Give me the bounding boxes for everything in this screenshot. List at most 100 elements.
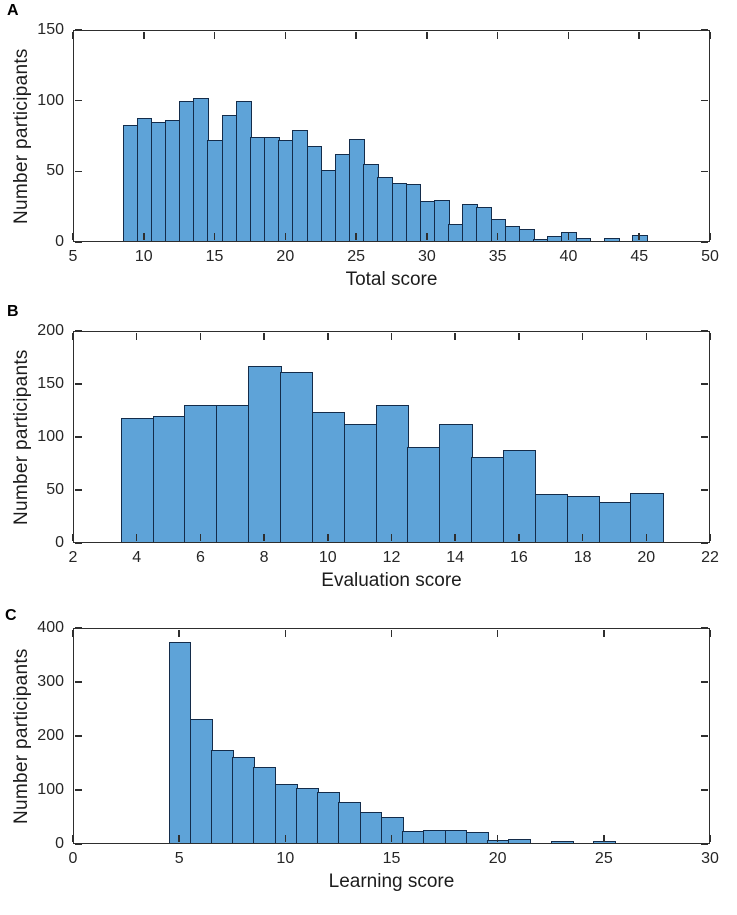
axes-frame: [73, 628, 710, 844]
x-tick-label: 0: [68, 850, 78, 867]
y-tick: [701, 29, 709, 31]
x-tick-label: 16: [509, 549, 528, 566]
y-tick-label: 300: [37, 673, 64, 690]
x-tick: [390, 835, 393, 843]
histogram-bar: [380, 817, 404, 844]
x-tick: [72, 629, 74, 637]
y-tick-label: 400: [37, 619, 64, 636]
x-tick: [355, 31, 357, 39]
x-tick-label: 10: [318, 549, 337, 566]
x-tick: [327, 332, 329, 340]
x-tick-label: 10: [276, 850, 295, 867]
panel-b-letter: B: [7, 303, 19, 320]
x-tick-label: 22: [701, 549, 719, 566]
y-tick-label: 100: [37, 428, 64, 445]
y-tick: [701, 383, 709, 385]
y-tick: [74, 241, 82, 243]
x-tick: [603, 835, 605, 843]
histogram-bar: [216, 405, 250, 543]
x-tick: [135, 534, 138, 542]
x-tick: [496, 629, 499, 637]
x-tick: [518, 534, 520, 542]
x-tick-label: 15: [382, 850, 401, 867]
x-tick: [72, 835, 74, 843]
x-tick-label: 18: [573, 549, 592, 566]
histogram-bar: [407, 446, 441, 543]
y-tick: [74, 789, 82, 791]
panel-a-x-axis-label: Total score: [345, 269, 438, 290]
x-tick: [709, 629, 711, 637]
x-tick: [518, 332, 520, 340]
x-tick: [496, 835, 499, 843]
histogram-bar: [575, 237, 592, 242]
x-tick-label: 4: [132, 549, 142, 566]
x-tick: [284, 31, 287, 39]
histogram-bar: [598, 501, 632, 543]
y-tick: [74, 627, 82, 629]
histogram-bar: [465, 832, 489, 844]
x-tick-label: 15: [205, 248, 224, 265]
y-tick: [701, 436, 709, 438]
y-tick-label: 0: [55, 534, 64, 551]
x-tick: [355, 233, 357, 241]
x-tick: [213, 31, 216, 39]
y-tick: [701, 170, 709, 173]
x-tick: [72, 31, 74, 39]
x-tick-label: 12: [382, 549, 401, 566]
x-tick-label: 5: [174, 850, 184, 867]
x-tick-label: 5: [68, 248, 78, 265]
panel-c-letter: C: [5, 607, 17, 624]
x-tick: [135, 332, 138, 340]
x-tick: [178, 835, 180, 843]
y-tick: [74, 735, 82, 737]
y-tick: [74, 383, 82, 385]
x-tick-label: 6: [195, 549, 205, 566]
y-tick: [701, 241, 709, 243]
x-tick-label: 30: [417, 248, 436, 265]
y-tick-label: 50: [46, 481, 64, 498]
x-tick-label: 2: [68, 549, 78, 566]
y-tick: [701, 489, 709, 491]
y-tick: [74, 170, 82, 173]
x-tick-label: 20: [276, 248, 295, 265]
x-tick: [72, 534, 74, 542]
y-tick-label: 0: [55, 835, 64, 852]
x-tick: [142, 233, 145, 241]
histogram-bar: [433, 199, 450, 242]
y-tick-label: 200: [37, 322, 64, 339]
y-tick: [74, 489, 82, 491]
panel-b-x-axis-label: Evaluation score: [321, 570, 462, 591]
x-tick: [581, 534, 584, 542]
histogram-bar: [550, 841, 574, 844]
axes-frame: [73, 30, 710, 242]
x-tick: [284, 629, 287, 637]
y-tick: [701, 99, 709, 102]
y-tick: [701, 735, 709, 737]
y-tick: [74, 99, 82, 102]
x-tick-label: 30: [701, 850, 719, 867]
x-tick: [426, 31, 428, 39]
x-tick: [327, 534, 329, 542]
x-tick: [454, 534, 456, 542]
x-tick-label: 35: [488, 248, 507, 265]
x-tick: [567, 233, 570, 241]
histogram-bar: [152, 415, 187, 543]
x-tick-label: 25: [347, 248, 366, 265]
histogram-bar: [603, 237, 620, 242]
y-tick-label: 100: [37, 781, 64, 798]
x-tick-label: 8: [259, 549, 269, 566]
x-tick: [426, 233, 428, 241]
x-tick: [567, 31, 570, 39]
histogram-bar: [632, 234, 648, 242]
histogram-bar: [502, 449, 537, 543]
x-tick: [709, 835, 711, 843]
y-tick-label: 150: [37, 21, 64, 38]
y-tick-label: 200: [37, 727, 64, 744]
x-tick-label: 25: [594, 850, 613, 867]
x-tick: [709, 233, 711, 241]
x-tick: [199, 332, 202, 340]
histogram-bar: [248, 365, 282, 543]
x-tick: [709, 534, 711, 542]
histogram-bar: [375, 405, 409, 543]
